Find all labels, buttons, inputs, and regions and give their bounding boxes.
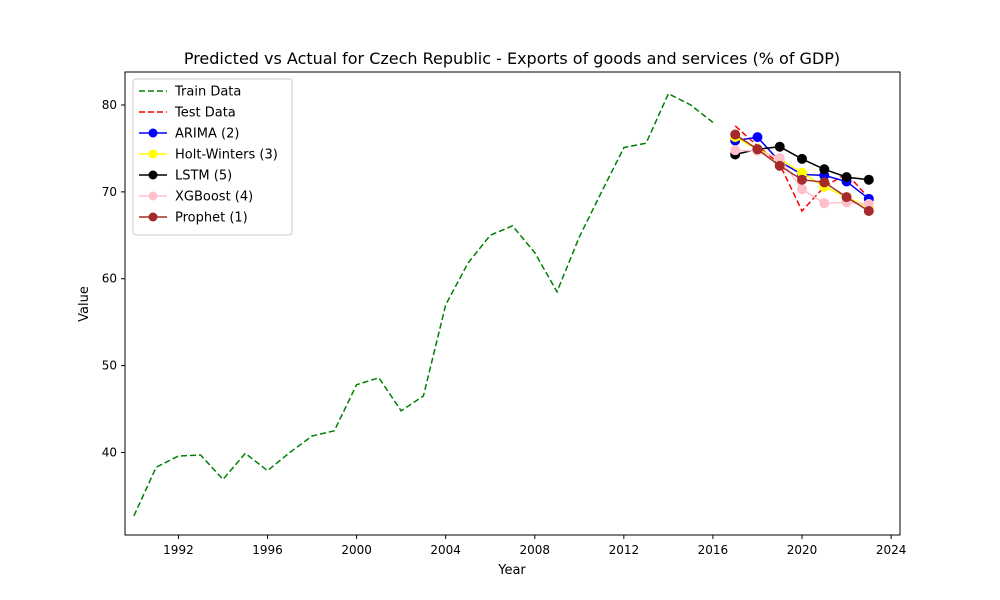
y-tick-label: 50 bbox=[102, 359, 117, 373]
chart-title: Predicted vs Actual for Czech Republic -… bbox=[184, 49, 840, 68]
plot-frame bbox=[124, 71, 901, 536]
data-point-xgboost-4 bbox=[797, 184, 808, 195]
data-point-prophet-1 bbox=[774, 160, 785, 171]
data-point-lstm-5 bbox=[841, 172, 852, 183]
legend-label-arima-2: ARIMA (2) bbox=[175, 127, 239, 142]
data-point-xgboost-4 bbox=[730, 145, 741, 156]
legend-marker-xgboost-4 bbox=[148, 191, 158, 201]
legend-marker-prophet-1 bbox=[148, 212, 158, 222]
x-tick-label: 2020 bbox=[787, 543, 818, 557]
data-point-lstm-5 bbox=[863, 174, 874, 185]
series-line-train-data bbox=[133, 92, 714, 517]
legend-label-xgboost-4: XGBoost (4) bbox=[175, 190, 253, 205]
data-point-prophet-1 bbox=[752, 144, 763, 155]
x-tick-label: 1992 bbox=[163, 543, 194, 557]
y-tick-label: 60 bbox=[102, 272, 117, 286]
x-tick-label: 2024 bbox=[876, 543, 907, 557]
x-tick-label: 2012 bbox=[609, 543, 640, 557]
data-point-arima-2 bbox=[752, 132, 763, 143]
data-point-lstm-5 bbox=[774, 141, 785, 152]
legend-label-prophet-1: Prophet (1) bbox=[175, 211, 248, 226]
y-tick-label: 80 bbox=[102, 98, 117, 112]
data-point-prophet-1 bbox=[863, 205, 874, 216]
x-tick-label: 2000 bbox=[341, 543, 372, 557]
data-point-prophet-1 bbox=[841, 192, 852, 203]
legend-marker-lstm-5 bbox=[148, 170, 158, 180]
data-point-prophet-1 bbox=[730, 129, 741, 140]
x-tick-label: 1996 bbox=[252, 543, 283, 557]
legend-box bbox=[132, 78, 293, 236]
y-tick-label: 40 bbox=[102, 445, 117, 459]
legend-label-lstm-5: LSTM (5) bbox=[175, 169, 232, 184]
legend-marker-arima-2 bbox=[148, 128, 158, 138]
legend-label-holt-winters-3: Holt-Winters (3) bbox=[175, 148, 278, 163]
legend-label-test-data: Test Data bbox=[174, 106, 236, 121]
data-point-lstm-5 bbox=[797, 153, 808, 164]
legend: Train Data Test Data ARIMA (2) Holt-Winters… bbox=[132, 78, 293, 236]
plot-area: 1992 1996 2000 2004 2008 2012 2016 2020 2024 40 50… bbox=[102, 71, 907, 557]
x-tick-label: 2016 bbox=[698, 543, 729, 557]
y-tick-label: 70 bbox=[102, 185, 117, 199]
data-point-lstm-5 bbox=[819, 164, 830, 175]
data-point-prophet-1 bbox=[797, 174, 808, 185]
legend-marker-holt-winters-3 bbox=[148, 149, 158, 159]
x-axis-label: Year bbox=[497, 563, 526, 578]
data-point-xgboost-4 bbox=[819, 198, 830, 209]
x-tick-label: 2004 bbox=[430, 543, 461, 557]
data-point-prophet-1 bbox=[819, 177, 830, 188]
legend-label-train-data: Train Data bbox=[174, 85, 241, 100]
x-tick-label: 2008 bbox=[519, 543, 550, 557]
y-axis-label: Value bbox=[77, 286, 92, 322]
